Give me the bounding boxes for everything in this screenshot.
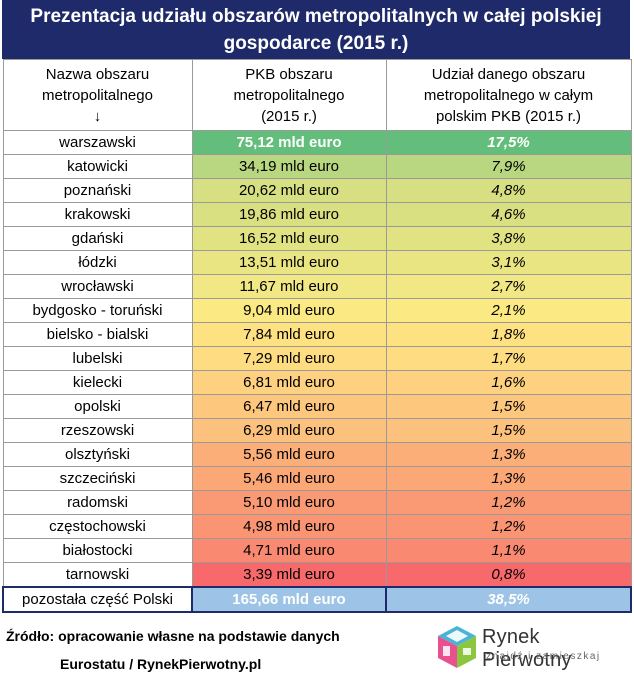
share-cell: 1,8% xyxy=(385,322,632,347)
area-name-cell: opolski xyxy=(2,394,193,419)
table-row: tarnowski 3,39 mld euro 0,8% xyxy=(2,562,632,588)
pkb-cell: 165,66 mld euro xyxy=(191,586,387,613)
arrow-down-icon: ↓ xyxy=(93,107,102,125)
table-row: krakowski 19,86 mld euro 4,6% xyxy=(2,202,632,227)
area-name-cell: poznański xyxy=(2,178,193,203)
table-row: kielecki 6,81 mld euro 1,6% xyxy=(2,370,632,395)
share-cell: 17,5% xyxy=(385,130,632,155)
area-name-cell: wrocławski xyxy=(2,274,193,299)
house-cube-logo-icon xyxy=(438,626,476,668)
table-row: rzeszowski 6,29 mld euro 1,5% xyxy=(2,418,632,443)
area-name-cell: olsztyński xyxy=(2,442,193,467)
title-line-1: Prezentacja udziału obszarów metropolita… xyxy=(30,6,602,27)
source-note: Źródło: opracowanie własne na podstawie … xyxy=(6,622,406,678)
pkb-cell: 7,84 mld euro xyxy=(191,322,387,347)
pkb-cell: 6,47 mld euro xyxy=(191,394,387,419)
share-cell: 3,1% xyxy=(385,250,632,275)
page-title: Prezentacja udziału obszarów metropolita… xyxy=(2,0,630,59)
table-row: warszawski 75,12 mld euro 17,5% xyxy=(2,130,632,155)
table-row: bielsko - bialski 7,84 mld euro 1,8% xyxy=(2,322,632,347)
area-name-cell: częstochowski xyxy=(2,514,193,539)
area-name-cell: łódzki xyxy=(2,250,193,275)
table-row: bydgosko - toruński 9,04 mld euro 2,1% xyxy=(2,298,632,323)
table-row: gdański 16,52 mld euro 3,8% xyxy=(2,226,632,251)
logo-name: Rynek Pierwotny xyxy=(482,626,572,671)
share-cell: 38,5% xyxy=(385,586,632,613)
pkb-cell: 75,12 mld euro xyxy=(191,130,387,155)
pkb-cell: 3,39 mld euro xyxy=(191,562,387,588)
pkb-cell: 5,46 mld euro xyxy=(191,466,387,491)
area-name-cell: radomski xyxy=(2,490,193,515)
pkb-cell: 34,19 mld euro xyxy=(191,154,387,179)
table-row-rest-of-poland: pozostała część Polski 165,66 mld euro 38,… xyxy=(2,586,632,613)
source-line-2: Eurostatu / RynekPierwotny.pl xyxy=(60,656,262,672)
share-cell: 0,8% xyxy=(385,562,632,588)
area-name-cell: lubelski xyxy=(2,346,193,371)
share-cell: 1,2% xyxy=(385,514,632,539)
area-name-cell: krakowski xyxy=(2,202,193,227)
table-row: katowicki 34,19 mld euro 7,9% xyxy=(2,154,632,179)
table-row: wrocławski 11,67 mld euro 2,7% xyxy=(2,274,632,299)
share-cell: 7,9% xyxy=(385,154,632,179)
table-row: olsztyński 5,56 mld euro 1,3% xyxy=(2,442,632,467)
area-name-cell: kielecki xyxy=(2,370,193,395)
area-name-cell: rzeszowski xyxy=(2,418,193,443)
share-cell: 1,1% xyxy=(385,538,632,563)
header-share: Udział danego obszaru metropolitalnego w… xyxy=(385,59,632,131)
pkb-cell: 4,98 mld euro xyxy=(191,514,387,539)
table-header-row: Nazwa obszaru metropolitalnego ↓ PKB obs… xyxy=(2,59,632,131)
title-line-2: gospodarce (2015 r.) xyxy=(223,33,409,54)
share-cell: 3,8% xyxy=(385,226,632,251)
source-line-1: Źródło: opracowanie własne na podstawie … xyxy=(6,628,340,644)
area-name-cell: szczeciński xyxy=(2,466,193,491)
pkb-cell: 7,29 mld euro xyxy=(191,346,387,371)
area-name-cell: gdański xyxy=(2,226,193,251)
pkb-cell: 13,51 mld euro xyxy=(191,250,387,275)
table-row: łódzki 13,51 mld euro 3,1% xyxy=(2,250,632,275)
pkb-cell: 6,81 mld euro xyxy=(191,370,387,395)
area-name-cell: katowicki xyxy=(2,154,193,179)
pkb-cell: 20,62 mld euro xyxy=(191,178,387,203)
pkb-cell: 9,04 mld euro xyxy=(191,298,387,323)
header-area-name: Nazwa obszaru metropolitalnego ↓ xyxy=(2,59,193,131)
table-row: szczeciński 5,46 mld euro 1,3% xyxy=(2,466,632,491)
share-cell: 2,7% xyxy=(385,274,632,299)
pkb-cell: 5,10 mld euro xyxy=(191,490,387,515)
share-cell: 2,1% xyxy=(385,298,632,323)
share-cell: 1,5% xyxy=(385,418,632,443)
table-row: białostocki 4,71 mld euro 1,1% xyxy=(2,538,632,563)
area-name-cell: białostocki xyxy=(2,538,193,563)
gdp-share-table: Nazwa obszaru metropolitalnego ↓ PKB obs… xyxy=(2,59,632,613)
table-row: poznański 20,62 mld euro 4,8% xyxy=(2,178,632,203)
pkb-cell: 5,56 mld euro xyxy=(191,442,387,467)
share-cell: 1,3% xyxy=(385,466,632,491)
pkb-cell: 4,71 mld euro xyxy=(191,538,387,563)
header-pkb: PKB obszaru metropolitalnego (2015 r.) xyxy=(191,59,387,131)
share-cell: 1,6% xyxy=(385,370,632,395)
share-cell: 1,5% xyxy=(385,394,632,419)
share-cell: 4,8% xyxy=(385,178,632,203)
table-row: częstochowski 4,98 mld euro 1,2% xyxy=(2,514,632,539)
area-name-cell: warszawski xyxy=(2,130,193,155)
pkb-cell: 11,67 mld euro xyxy=(191,274,387,299)
pkb-cell: 6,29 mld euro xyxy=(191,418,387,443)
table-body: warszawski 75,12 mld euro 17,5% katowicki 34… xyxy=(2,130,632,613)
area-name-cell: tarnowski xyxy=(2,562,193,588)
rynek-pierwotny-logo: Rynek Pierwotny znajdź i zamieszkaj xyxy=(434,624,630,671)
share-cell: 1,2% xyxy=(385,490,632,515)
area-name-cell: bydgosko - toruński xyxy=(2,298,193,323)
share-cell: 1,7% xyxy=(385,346,632,371)
logo-tagline: znajdź i zamieszkaj xyxy=(486,651,601,662)
table-row: lubelski 7,29 mld euro 1,7% xyxy=(2,346,632,371)
table-row: radomski 5,10 mld euro 1,2% xyxy=(2,490,632,515)
area-name-cell: bielsko - bialski xyxy=(2,322,193,347)
share-cell: 1,3% xyxy=(385,442,632,467)
pkb-cell: 19,86 mld euro xyxy=(191,202,387,227)
share-cell: 4,6% xyxy=(385,202,632,227)
table-row: opolski 6,47 mld euro 1,5% xyxy=(2,394,632,419)
pkb-cell: 16,52 mld euro xyxy=(191,226,387,251)
area-name-cell: pozostała część Polski xyxy=(2,586,193,613)
